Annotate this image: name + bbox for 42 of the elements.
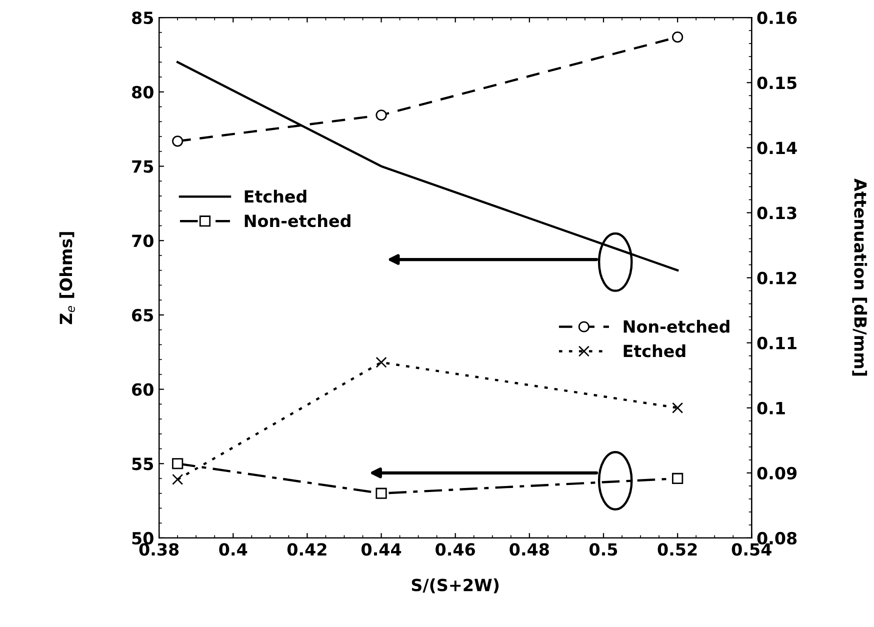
y-tick-label: 85 [132,12,154,24]
y-tick-label: 65 [132,308,154,322]
y2-tick-label: 0.12 [757,272,796,284]
y2-tick-label: 0.09 [757,466,797,480]
x-tick-label: 0.54 [732,543,772,556]
y2-tick-label: 0.14 [757,142,797,154]
x-tick-label: 0.44 [362,543,402,556]
y2-tick-label: 0.13 [757,206,796,220]
y-tick-label: 55 [132,458,154,470]
y2-axis-title: Attenuation [dB/mm] [852,178,868,376]
point [376,110,387,121]
point [172,474,184,485]
y-axis-title: Z$_{e}$ [Ohms] [59,232,75,324]
point [672,472,684,484]
legend-label: Non-etched [624,320,730,333]
y2-tick-label: 0.08 [757,532,797,545]
x-axis-title: S/(S+2W) [412,578,499,594]
point [672,32,684,43]
point [376,356,387,368]
legend-label: Non-etched [244,214,350,228]
x-tick-label: 0.4 [219,543,248,556]
x-tick-label: 0.5 [590,543,618,556]
point [376,488,387,499]
x-tick-label: 0.48 [510,543,549,556]
point [172,136,184,147]
x-tick-label: 0.46 [436,543,476,556]
y-tick-label: 70 [132,234,154,248]
y-tick-label: 75 [132,160,154,173]
x-tick-label: 0.42 [287,543,326,556]
y2-tick-label: 0.1 [757,402,785,414]
legend-label: Etched [244,190,306,203]
y-tick-label: 80 [132,86,154,98]
y2-tick-label: 0.16 [757,12,797,24]
y-tick-label: 50 [132,532,154,545]
y2-tick-label: 0.11 [757,336,796,350]
x-tick-label: 0.52 [658,543,697,556]
point [672,402,684,414]
point [172,458,184,470]
x-tick-label: 0.38 [139,543,179,556]
y2-tick-label: 0.15 [757,76,796,90]
y-tick-label: 60 [132,383,154,396]
legend-label: Etched [624,344,686,358]
